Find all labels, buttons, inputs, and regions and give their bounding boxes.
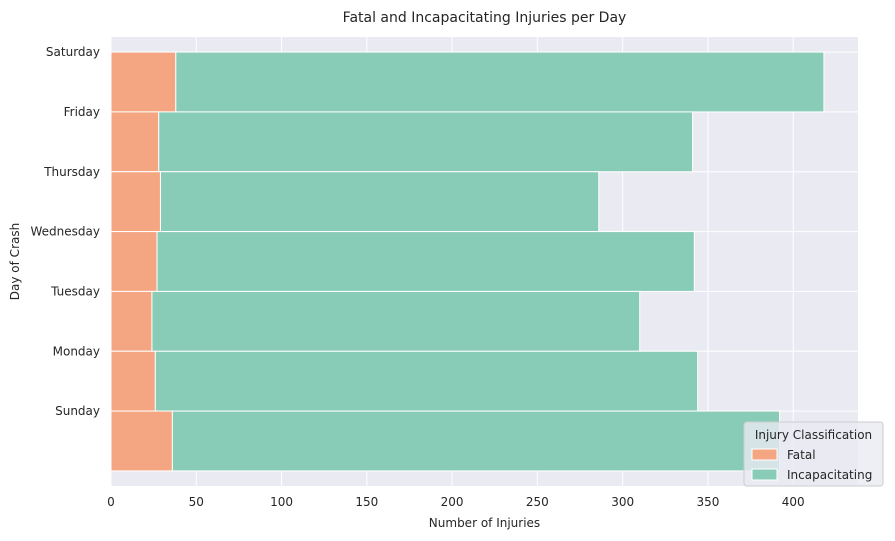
x-axis-label: Number of Injuries [429,516,540,530]
legend-swatch-fatal [751,448,778,461]
y-tick-label: Wednesday [31,225,100,239]
x-tick-label: 350 [696,495,719,509]
bar-fatal-saturday [110,51,177,113]
y-tick-label: Thursday [43,165,100,179]
bar-fatal-wednesday [110,231,158,292]
bar-incapacitating-monday [154,350,699,412]
bar-fatal-monday [110,350,156,412]
legend-box [743,421,884,487]
x-tick-label: 250 [526,495,549,509]
y-axis-label: Day of Crash [8,223,22,300]
legend-title: Injury Classification [755,428,872,442]
bar-fatal-tuesday [110,290,153,352]
legend: Injury Classification Fatal Incapacitatin… [743,421,884,487]
legend-label-incapacitating: Incapacitating [787,468,872,482]
y-tick-label: Saturday [46,45,100,59]
bar-incapacitating-sunday [171,410,781,472]
y-tick-labels: Saturday Friday Thursday Wednesday Tuesday Mo… [31,45,100,418]
x-tick-label: 0 [107,495,115,509]
y-tick-label: Monday [53,344,100,358]
y-tick-label: Tuesday [50,284,100,298]
bar-fatal-sunday [110,410,173,472]
legend-swatch-incapacitating [751,468,778,481]
bar-fatal-thursday [110,171,161,233]
x-tick-label: 100 [270,495,293,509]
chart-title: Fatal and Incapacitating Injuries per Da… [343,10,627,26]
x-tick-label: 150 [355,495,378,509]
x-tick-label: 400 [782,495,805,509]
bar-incapacitating-wednesday [156,231,695,292]
bar-fatal-friday [110,111,160,173]
bar-incapacitating-thursday [159,171,600,233]
x-tick-label: 300 [611,495,634,509]
y-tick-label: Sunday [55,404,100,418]
bar-incapacitating-tuesday [151,290,641,352]
x-tick-label: 200 [441,495,464,509]
bar-incapacitating-friday [158,111,694,173]
bars [110,51,825,472]
legend-label-fatal: Fatal [787,448,816,462]
y-tick-label: Friday [64,105,100,119]
x-tick-labels: 0 50 100 150 200 250 300 350 400 [107,495,804,509]
bar-incapacitating-saturday [175,51,825,113]
x-tick-label: 50 [189,495,204,509]
